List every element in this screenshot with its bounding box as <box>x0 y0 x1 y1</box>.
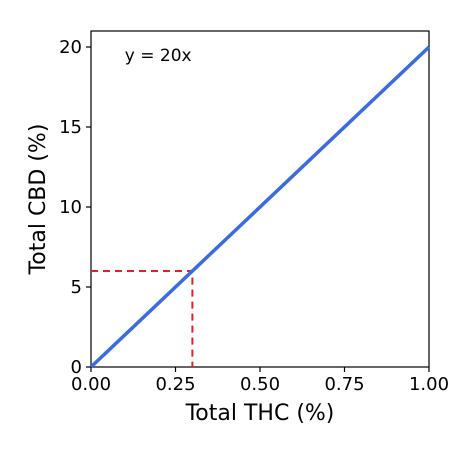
y-axis-title: Total CBD (%) <box>26 124 51 276</box>
x-tick-label: 0.00 <box>71 374 111 395</box>
y-tick-label: 20 <box>59 37 82 58</box>
x-axis-title: Total THC (%) <box>185 401 335 426</box>
y-axis-ticks: 0 5 10 15 20 <box>59 37 91 378</box>
series-line-0 <box>89 45 431 369</box>
x-tick-label: 0.50 <box>240 374 280 395</box>
x-tick-label: 0.75 <box>324 374 364 395</box>
y-tick-label: 0 <box>71 357 82 378</box>
y-tick-label: 5 <box>71 277 82 298</box>
series-lines <box>89 45 431 369</box>
y-tick-label: 10 <box>59 197 82 218</box>
x-tick-label: 0.25 <box>155 374 195 395</box>
x-tick-label: 1.00 <box>409 374 449 395</box>
equation-annotation: y = 20x <box>125 46 192 66</box>
y-tick-label: 15 <box>59 117 82 138</box>
x-axis-ticks: 0.00 0.25 0.50 0.75 1.00 <box>71 367 449 395</box>
